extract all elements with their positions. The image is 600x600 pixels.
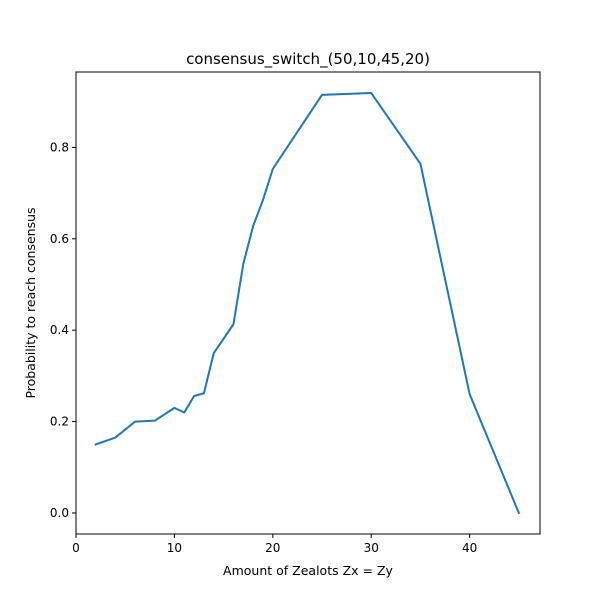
plot-frame bbox=[75, 71, 541, 535]
plot-area bbox=[76, 72, 540, 534]
x-axis-label: Amount of Zealots Zx = Zy bbox=[223, 563, 393, 578]
x-tick-label: 30 bbox=[364, 541, 379, 555]
y-tick-label: 0.8 bbox=[50, 140, 69, 154]
x-tick-label: 40 bbox=[462, 541, 477, 555]
series-line-0 bbox=[94, 92, 521, 515]
series-layer bbox=[94, 92, 521, 515]
y-tick-label: 0.2 bbox=[50, 415, 69, 429]
x-tick-label: 10 bbox=[167, 541, 182, 555]
x-tick-label: 0 bbox=[72, 541, 80, 555]
y-tick-label: 0.4 bbox=[50, 323, 69, 337]
y-tick-label: 0.0 bbox=[50, 506, 69, 520]
x-axis-ticks: 0 10 20 30 40 bbox=[72, 534, 477, 555]
y-axis-ticks: 0.0 0.2 0.4 0.6 0.8 bbox=[50, 140, 76, 520]
y-tick-label: 0.6 bbox=[50, 232, 69, 246]
y-axis-label: Probability to reach consensus bbox=[23, 207, 38, 398]
chart-title: consensus_switch_(50,10,45,20) bbox=[186, 50, 430, 69]
x-tick-label: 20 bbox=[265, 541, 280, 555]
